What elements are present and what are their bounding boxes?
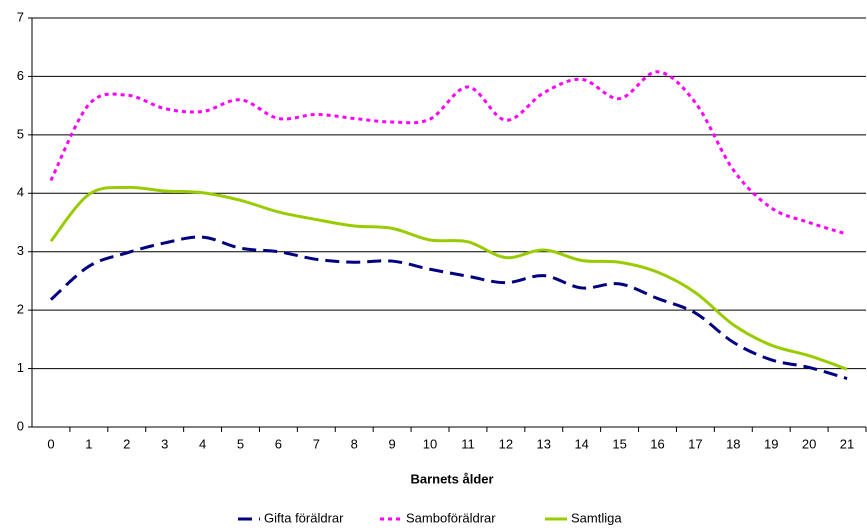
- x-tick-label: 12: [499, 436, 513, 451]
- x-tick-label: 16: [650, 436, 664, 451]
- x-tick-label: 21: [840, 436, 854, 451]
- series-line: [49, 185, 848, 371]
- x-tick-label: 20: [802, 436, 816, 451]
- x-tick-label: 7: [313, 436, 320, 451]
- x-tick-label: 0: [47, 436, 54, 451]
- x-tick-label: 4: [199, 436, 206, 451]
- y-tick-label: 5: [17, 126, 24, 141]
- series-line: [49, 235, 848, 380]
- y-tick-label: 7: [17, 9, 24, 24]
- x-tick-label: 6: [275, 436, 282, 451]
- x-tick-label: 17: [688, 436, 702, 451]
- y-tick-label: 1: [17, 360, 24, 375]
- x-tick-label: 8: [351, 436, 358, 451]
- x-tick-label: 13: [537, 436, 551, 451]
- x-tick-label: 18: [726, 436, 740, 451]
- y-tick-label: 4: [17, 185, 24, 200]
- x-tick-label: 5: [237, 436, 244, 451]
- x-tick-label: 1: [85, 436, 92, 451]
- x-tick-label: 14: [574, 436, 588, 451]
- y-tick-label: 6: [17, 68, 24, 83]
- y-tick-label: 3: [17, 243, 24, 258]
- y-tick-label: 0: [17, 418, 24, 433]
- x-tick-label: 10: [423, 436, 437, 451]
- legend-label: Samboföräldrar: [406, 510, 496, 525]
- x-tick-label: 11: [461, 436, 475, 451]
- y-tick-label: 2: [17, 302, 24, 317]
- x-tick-label: 2: [123, 436, 130, 451]
- legend-label: Samtliga: [571, 510, 622, 525]
- legend-label: Gifta föräldrar: [264, 510, 344, 525]
- x-axis-label: Barnets ålder: [410, 471, 493, 486]
- x-tick-label: 19: [764, 436, 778, 451]
- x-tick-label: 15: [612, 436, 626, 451]
- series-line: [49, 70, 848, 236]
- x-tick-label: 9: [389, 436, 396, 451]
- x-tick-label: 3: [161, 436, 168, 451]
